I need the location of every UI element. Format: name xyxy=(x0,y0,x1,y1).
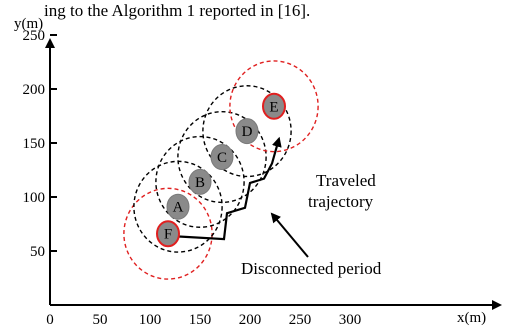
y-tick-label: 200 xyxy=(23,82,46,98)
node-label-e: E xyxy=(269,99,278,115)
range-circle-c xyxy=(177,110,267,204)
node-label-a: A xyxy=(173,200,184,216)
y-axis-title: y(m) xyxy=(14,16,43,32)
node-label-b: B xyxy=(195,175,205,191)
y-tick-label: 150 xyxy=(23,136,46,152)
traveled-trajectory-path xyxy=(167,136,282,241)
range-circle-f xyxy=(123,187,213,280)
node-e xyxy=(262,92,286,120)
x-tick-label: 100 xyxy=(139,312,162,328)
traveled-label-line1: Traveled xyxy=(316,171,376,190)
x-tick-label: 150 xyxy=(189,312,212,328)
range-circle-b xyxy=(155,135,245,228)
communication-ranges xyxy=(123,60,319,280)
node-a xyxy=(166,193,190,220)
node-label-d: D xyxy=(242,124,253,140)
node-label-f: F xyxy=(164,227,172,243)
header-text: ing to the Algorithm 1 reported in [16]. xyxy=(44,1,310,20)
trajectory-layer xyxy=(167,136,282,241)
range-circle-d xyxy=(202,85,292,178)
node-c xyxy=(210,144,234,171)
node-label-c: C xyxy=(217,150,227,166)
range-circle-e xyxy=(229,60,319,153)
node-b xyxy=(188,168,212,195)
x-axis-title: x(m) xyxy=(457,310,486,326)
y-tick-label: 250 xyxy=(23,28,46,44)
axis-ticks: 0 50 100 150 200 250 300 50 100 150 200 250 xyxy=(23,28,362,328)
node-f xyxy=(156,220,180,248)
node-d xyxy=(235,118,259,145)
disconnected-arrow xyxy=(270,212,309,258)
traveled-label-line2: trajectory xyxy=(308,192,374,211)
x-tick-label: 0 xyxy=(46,312,54,328)
x-tick-label: 300 xyxy=(339,312,362,328)
x-tick-label: 200 xyxy=(239,312,262,328)
x-tick-label: 50 xyxy=(93,312,108,328)
y-tick-label: 50 xyxy=(30,244,45,260)
disconnected-period-label: Disconnected period xyxy=(241,259,382,278)
y-tick-label: 100 xyxy=(23,190,46,206)
x-tick-label: 250 xyxy=(289,312,312,328)
